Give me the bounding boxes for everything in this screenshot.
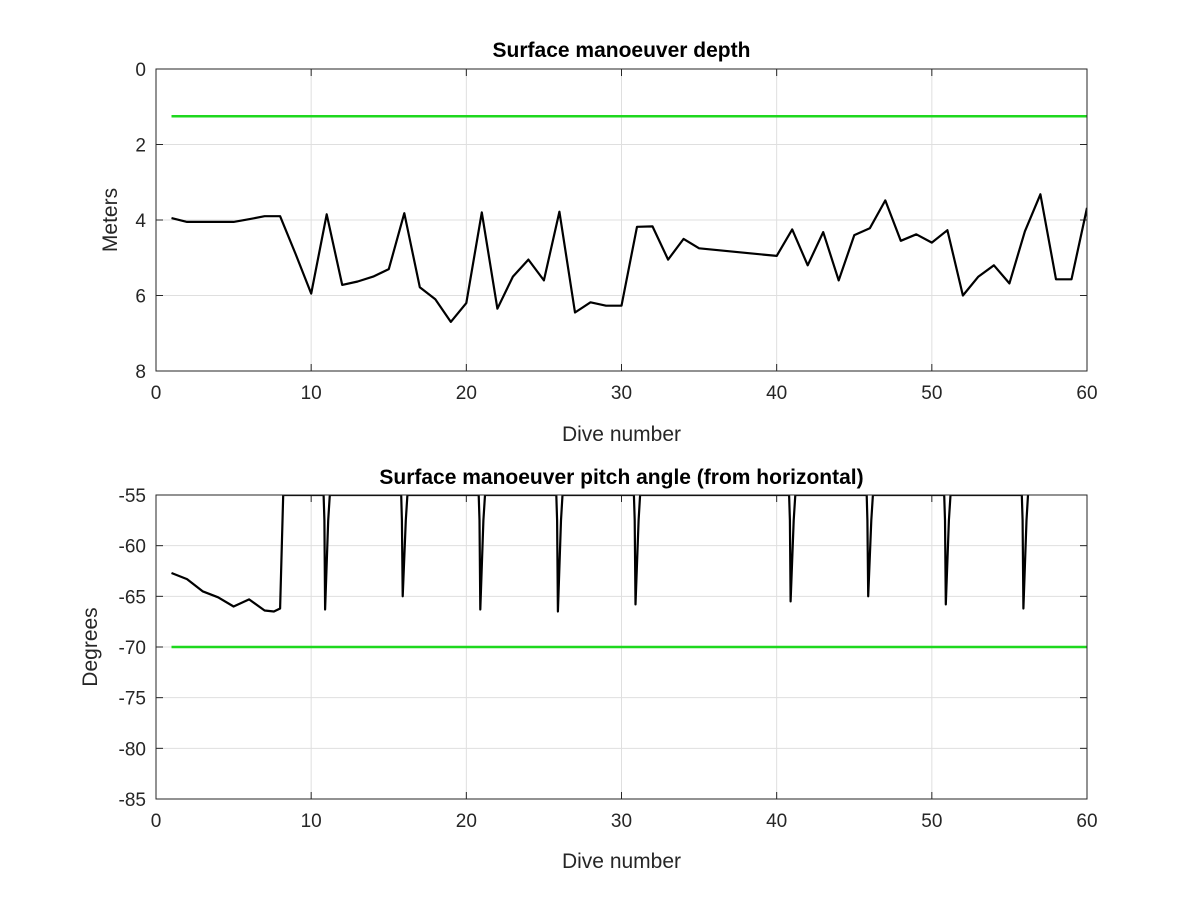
x-tick-label: 10 bbox=[301, 811, 322, 832]
x-axis-label: Dive number bbox=[562, 423, 681, 446]
pitch-chart-panel: Surface manoeuver pitch angle (from hori… bbox=[79, 466, 1098, 873]
x-tick-label: 30 bbox=[611, 811, 632, 832]
x-tick-label: 50 bbox=[921, 811, 942, 832]
x-axis-label: Dive number bbox=[562, 850, 681, 873]
data-series-line bbox=[171, 193, 1087, 323]
data-series-line bbox=[171, 495, 1030, 613]
x-tick-label: 60 bbox=[1076, 811, 1097, 832]
y-tick-label: 2 bbox=[135, 136, 146, 157]
x-tick-label: 40 bbox=[766, 383, 787, 404]
grid-lines bbox=[156, 69, 1087, 371]
x-tick-label: 20 bbox=[456, 383, 477, 404]
axes-box bbox=[155, 68, 1088, 372]
y-tick-label: 0 bbox=[135, 60, 146, 81]
y-tick-label: -60 bbox=[119, 537, 146, 558]
y-tick-label: 4 bbox=[135, 211, 146, 232]
y-tick-label: -55 bbox=[119, 486, 146, 507]
x-tick-label: 40 bbox=[766, 811, 787, 832]
y-tick-label: -80 bbox=[119, 739, 146, 760]
y-tick-label: -75 bbox=[119, 689, 146, 710]
y-axis-label: Meters bbox=[99, 188, 122, 252]
x-tick-label: 20 bbox=[456, 811, 477, 832]
y-tick-label: -70 bbox=[119, 638, 146, 659]
x-tick-label: 50 bbox=[921, 383, 942, 404]
depth-chart-panel: Surface manoeuver depth Dive number Mete… bbox=[99, 39, 1098, 446]
x-tick-label: 0 bbox=[151, 383, 162, 404]
x-tick-label: 0 bbox=[151, 811, 162, 832]
chart-title: Surface manoeuver depth bbox=[493, 39, 751, 62]
x-tick-label: 10 bbox=[301, 383, 322, 404]
chart-title: Surface manoeuver pitch angle (from hori… bbox=[379, 466, 863, 489]
x-tick-label: 30 bbox=[611, 383, 632, 404]
y-axis-label: Degrees bbox=[79, 607, 102, 686]
y-tick-label: 6 bbox=[135, 287, 146, 308]
y-tick-label: -85 bbox=[119, 790, 146, 811]
x-tick-label: 60 bbox=[1076, 383, 1097, 404]
axes-box bbox=[155, 494, 1088, 800]
y-tick-label: -65 bbox=[119, 587, 146, 608]
y-tick-label: 8 bbox=[135, 362, 146, 383]
